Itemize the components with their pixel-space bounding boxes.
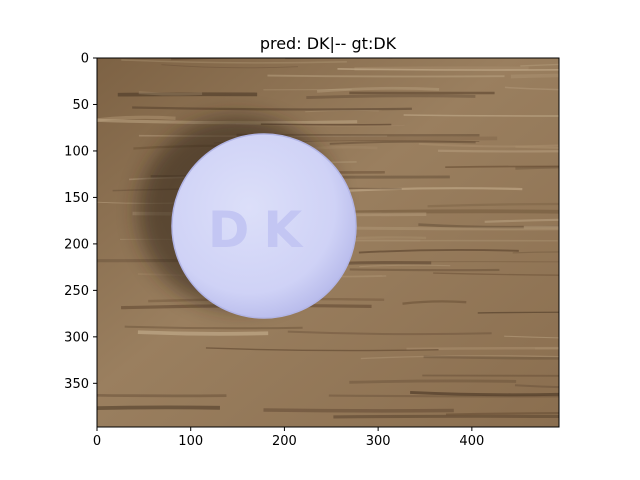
wood-grain-streak — [137, 330, 269, 336]
wood-grain-streak — [360, 355, 559, 360]
pill-imprint: DK — [208, 201, 316, 259]
x-tick-label: 400 — [459, 434, 484, 449]
wood-grain-streak — [515, 165, 559, 170]
y-tick-label: 150 — [64, 191, 89, 206]
y-tick-label: 50 — [72, 98, 89, 113]
y-tick-label: 0 — [81, 52, 89, 67]
wood-grain-streak — [349, 379, 517, 384]
wood-grain-streak — [306, 94, 476, 99]
y-tick-label: 100 — [64, 144, 89, 159]
wood-grain-streak — [484, 218, 559, 223]
wood-grain-streak — [331, 209, 559, 215]
image-area: DK — [97, 58, 559, 427]
wood-grain-streak — [329, 140, 476, 145]
wood-grain-streak — [445, 412, 559, 416]
wood-grain-streak — [316, 86, 440, 93]
wood-grain-streak — [523, 225, 559, 229]
wood-grain-streak — [433, 272, 559, 276]
y-tick-label: 200 — [64, 237, 89, 252]
wood-grain-streak — [161, 64, 298, 69]
x-tick-label: 100 — [178, 434, 203, 449]
wood-grain-streak — [418, 142, 559, 148]
wood-grain-streak — [138, 91, 203, 96]
wood-grain-streak — [124, 325, 303, 330]
wood-grain-streak — [328, 394, 559, 398]
wood-grain-streak — [359, 264, 451, 268]
wood-grain-streak — [423, 355, 559, 360]
wood-grain-streak — [121, 59, 347, 64]
wood-grain-streak — [427, 202, 559, 208]
wood-grain-streak — [287, 330, 492, 336]
wood-grain-streak — [515, 145, 559, 149]
wood-grain-streak — [437, 149, 559, 153]
y-tick-label: 300 — [64, 330, 89, 345]
wood-grain-streak — [403, 114, 559, 117]
wood-grain-streak — [97, 405, 220, 411]
wood-grain-streak — [305, 109, 379, 113]
axes-frame — [96, 57, 560, 428]
wood-grain-streak — [260, 123, 392, 126]
wood-grain-streak — [315, 226, 559, 231]
x-tick-label: 300 — [366, 434, 391, 449]
x-tick-label: 0 — [93, 434, 101, 449]
wood-grain-streak — [410, 390, 559, 397]
wood-grain-streak — [349, 268, 500, 272]
wood-grain-streak — [445, 165, 559, 169]
wood-grain-streak — [205, 347, 439, 352]
wood-grain-streak — [132, 106, 412, 111]
wood-grain-streak — [347, 187, 523, 192]
wood-grain-streak — [477, 311, 559, 314]
wood-grain-streak — [333, 414, 559, 419]
y-tick-label: 250 — [64, 284, 89, 299]
y-axis: 0 50 100 150 200 250 300 350 — [64, 52, 97, 392]
wood-grain-streak — [338, 261, 432, 265]
wood-grain-streak — [358, 249, 519, 254]
pill — [171, 133, 357, 319]
chart-title: pred: DK|-- gt:DK — [260, 34, 397, 53]
wood-grain-streak — [512, 251, 559, 254]
wood-grain-streak — [510, 73, 559, 79]
wood-grain-streak — [263, 408, 454, 413]
wood-grain-streak — [267, 74, 505, 78]
wood-grain-streak — [504, 86, 559, 91]
y-tick-label: 350 — [64, 377, 89, 392]
wood-grain-streak — [97, 393, 227, 398]
x-tick-label: 200 — [272, 434, 297, 449]
wood-grain-streak — [520, 63, 559, 67]
wood-grain-streak — [514, 384, 559, 389]
wood-grain-streak — [504, 335, 559, 339]
wood-grain-streak — [337, 67, 559, 71]
wood-grain-streak — [402, 300, 467, 305]
wood-grain-streak — [406, 346, 559, 351]
x-axis: 0 100 200 300 400 — [93, 427, 484, 449]
